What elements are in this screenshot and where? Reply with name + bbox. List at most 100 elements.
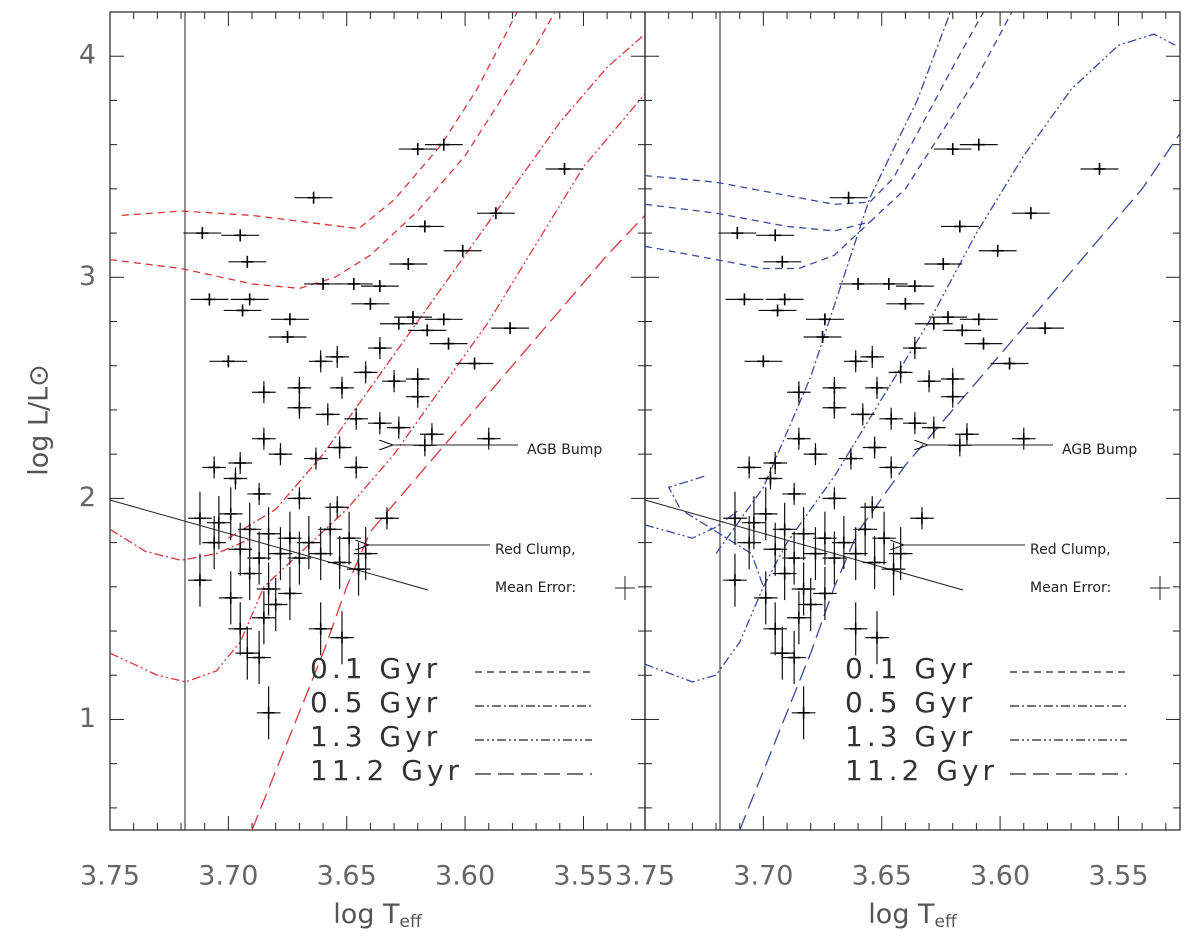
star	[429, 337, 468, 350]
star	[346, 542, 371, 596]
star	[420, 423, 444, 446]
star	[822, 531, 847, 585]
x-axis-label-main: log T	[333, 899, 400, 930]
star	[353, 361, 378, 384]
x-tick-label: 3.65	[852, 861, 912, 892]
star	[455, 357, 494, 370]
star	[772, 502, 797, 556]
isochrone	[645, 221, 871, 270]
x-tick-label: 3.75	[80, 861, 140, 892]
star	[394, 311, 432, 324]
x-axis-label: log Teff	[333, 899, 423, 933]
star	[860, 496, 885, 519]
star	[869, 277, 908, 290]
star	[787, 427, 811, 450]
star	[223, 467, 248, 490]
star	[256, 507, 281, 561]
isochrone	[645, 33, 1176, 683]
star	[813, 511, 837, 565]
x-tick-label: 3.55	[1088, 861, 1148, 892]
star	[718, 227, 757, 240]
star	[822, 396, 847, 419]
star	[270, 313, 309, 326]
x-tick-label: 3.65	[317, 861, 377, 892]
star	[723, 553, 747, 607]
star	[723, 491, 747, 545]
isochrone	[110, 528, 253, 561]
star	[772, 547, 797, 601]
star	[202, 456, 226, 479]
star	[325, 345, 350, 368]
star	[903, 336, 927, 360]
star	[424, 138, 463, 151]
star	[940, 385, 965, 408]
star	[360, 280, 399, 293]
y-tick-label: 3	[79, 261, 96, 292]
star	[921, 416, 946, 439]
x-axis-label: log Teff	[868, 899, 958, 933]
y-axis-label: log L/L⊙	[24, 364, 55, 476]
star	[1026, 322, 1065, 335]
star	[268, 330, 307, 343]
star	[386, 416, 411, 439]
star	[287, 376, 312, 399]
star	[803, 443, 828, 466]
star	[791, 507, 816, 561]
x-axis-label-sub: eff	[400, 912, 423, 932]
star	[791, 686, 816, 740]
star	[832, 516, 856, 570]
star	[228, 522, 253, 576]
star	[914, 317, 953, 330]
star	[315, 403, 340, 426]
star	[737, 456, 761, 479]
star	[791, 562, 816, 616]
star	[476, 207, 515, 220]
star	[959, 313, 998, 326]
star	[843, 350, 868, 373]
legend-label: 0.1 Gyr	[845, 652, 976, 685]
star	[839, 447, 863, 470]
y-tick-label: 1	[79, 703, 96, 734]
star	[763, 602, 788, 656]
x-tick-label: 3.70	[733, 861, 793, 892]
isochrone	[110, 12, 556, 290]
x-tick-label: 3.70	[198, 861, 258, 892]
star	[725, 293, 764, 306]
star	[344, 456, 369, 479]
star	[964, 337, 1003, 350]
star	[325, 496, 350, 519]
legend-label: 0.5 Gyr	[845, 686, 976, 719]
plot-frame	[644, 11, 1181, 831]
star	[304, 447, 328, 470]
star	[843, 527, 868, 581]
star	[742, 496, 766, 550]
star	[990, 357, 1029, 370]
x-tick-label: 3.60	[435, 861, 495, 892]
star	[318, 502, 342, 556]
y-tick-label: 2	[79, 482, 96, 513]
star	[287, 487, 312, 510]
x-tick-label: 3.55	[553, 861, 613, 892]
star	[183, 227, 222, 240]
star	[959, 138, 998, 151]
isochrone	[715, 12, 952, 554]
star	[252, 591, 276, 645]
legend-label: 0.5 Gyr	[310, 686, 441, 719]
annotation: Red Clump,	[1030, 542, 1111, 558]
star	[344, 407, 369, 430]
star	[247, 482, 271, 506]
isochrone	[739, 133, 1180, 830]
star	[223, 304, 262, 317]
star	[829, 191, 868, 204]
star	[379, 317, 418, 330]
star	[813, 566, 837, 620]
star	[943, 324, 982, 337]
star	[334, 277, 373, 290]
legend-label: 1.3 Gyr	[845, 720, 976, 753]
star	[353, 527, 378, 581]
annotation: AGB Bump	[527, 442, 602, 458]
star	[798, 577, 823, 632]
star	[408, 324, 447, 337]
star	[327, 535, 352, 590]
star	[405, 385, 430, 408]
